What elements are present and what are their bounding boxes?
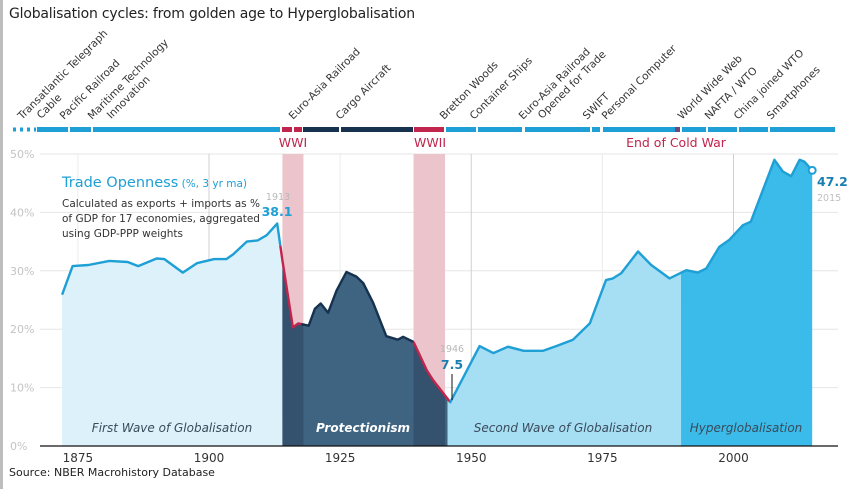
timeline-segment (592, 127, 600, 132)
war-area (282, 260, 304, 446)
annotation-year-1913: 1913 (266, 192, 290, 203)
timeline-segment (708, 127, 737, 132)
timeline-segment (294, 127, 302, 132)
trade-openness-line (301, 270, 415, 344)
timeline-segment (446, 127, 476, 132)
y-tick-label: 30% (10, 265, 34, 278)
timeline-segment (739, 127, 768, 132)
event-label-wwi: WWI (279, 135, 307, 150)
trade-openness-line (279, 245, 302, 329)
period-label: Hyperglobalisation (690, 421, 803, 435)
timeline-segment (525, 127, 590, 132)
event-label-wwii: WWII (414, 135, 446, 150)
x-tick-label: 1900 (194, 451, 225, 465)
trade-openness-line (448, 158, 814, 404)
timeline-segment (341, 127, 413, 132)
y-tick-label: 50% (10, 148, 34, 161)
timeline-segment (675, 127, 680, 132)
annotation-value-1913: 38.1 (262, 204, 293, 219)
trade-openness-line (60, 222, 282, 296)
annotation-value-2015: 47.2 (817, 174, 847, 189)
timeline-segment (70, 127, 91, 132)
period-area (447, 251, 682, 446)
milestone-label: Personal Computer (600, 42, 680, 122)
y-tick-label: 0% (10, 440, 27, 453)
period-label: First Wave of Globalisation (92, 421, 252, 435)
timeline-segment (682, 127, 706, 132)
timeline-segment (414, 127, 444, 132)
x-tick-label: 1950 (456, 451, 487, 465)
timeline-segment (303, 127, 339, 132)
series-description: using GDP-PPP weights (62, 228, 183, 240)
x-tick-label: 2000 (718, 451, 749, 465)
series-unit: (%, 3 yr ma) (178, 178, 247, 190)
war-area (413, 342, 446, 446)
series-name: Trade Openness (61, 175, 178, 191)
event-label-cold-war: End of Cold War (626, 135, 727, 150)
source-note: Source: NBER Macrohistory Database (9, 466, 215, 479)
period-label: Protectionism (316, 421, 410, 435)
timeline-segment (282, 127, 292, 132)
timeline-segment (770, 127, 835, 132)
end-point-marker (807, 165, 817, 175)
y-tick-label: 40% (10, 206, 34, 219)
timeline-segment (603, 127, 675, 132)
series-description: Calculated as exports + imports as % (62, 198, 260, 210)
period-label: Second Wave of Globalisation (474, 421, 652, 435)
y-tick-label: 20% (10, 323, 34, 336)
period-area (681, 159, 813, 447)
period-area (62, 223, 283, 446)
timeline-segment (478, 127, 522, 132)
annotation-year-2015: 2015 (817, 193, 841, 204)
chart-title: Globalisation cycles: from golden age to… (9, 6, 415, 22)
annotation-value-1946: 7.5 (441, 357, 463, 372)
timeline-segment (37, 127, 68, 132)
period-area (282, 260, 448, 446)
trade-openness-line (412, 341, 451, 403)
timeline-segment (93, 127, 280, 132)
x-tick-label: 1875 (63, 451, 94, 465)
series-title: Trade Openness (%, 3 yr ma) (61, 175, 247, 191)
series-description: of GDP for 17 economies, aggregated (62, 213, 260, 225)
milestone-text: Personal Computer (600, 42, 680, 122)
x-tick-label: 1925 (325, 451, 356, 465)
annotation-year-1946: 1946 (440, 344, 464, 355)
x-tick-label: 1975 (587, 451, 618, 465)
y-tick-label: 10% (10, 382, 34, 395)
